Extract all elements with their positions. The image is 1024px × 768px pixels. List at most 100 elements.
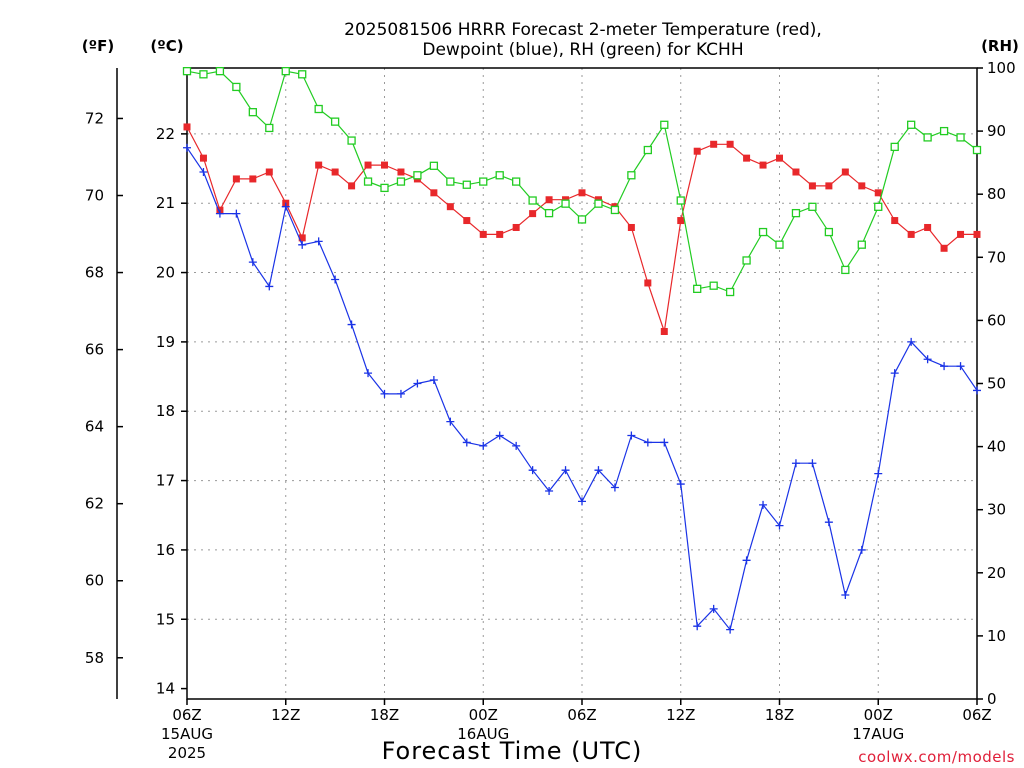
rh-tick-label: 60 <box>987 311 1006 329</box>
chart-title-line-2: Dewpoint (blue), RH (green) for KCHH <box>422 40 743 60</box>
date-label: 17AUG <box>852 725 904 743</box>
rh-point <box>232 82 241 92</box>
rh-point <box>676 196 685 205</box>
dewpoint-point <box>940 362 949 371</box>
temperature-point <box>874 189 882 197</box>
rh-tick-label: 50 <box>987 375 1006 393</box>
temperature-point <box>660 327 668 335</box>
x-tick-label: 06Z <box>567 706 596 724</box>
fahrenheit-tick-label: 58 <box>85 649 104 667</box>
dewpoint-point <box>396 389 405 398</box>
rh-tick-label: 80 <box>987 185 1006 203</box>
dewpoint-point <box>973 386 981 395</box>
celsius-tick-label: 16 <box>156 541 175 559</box>
grid-lines <box>187 68 977 699</box>
dewpoint-point <box>265 282 274 291</box>
temperature-point <box>726 140 734 148</box>
date-label: 16AUG <box>457 725 509 743</box>
rh-point <box>215 67 225 76</box>
temperature-point <box>315 161 323 169</box>
rh-point <box>512 177 521 186</box>
temperature-point <box>776 154 783 162</box>
dewpoint-point <box>512 441 521 450</box>
rh-point <box>709 281 718 290</box>
x-tick-label: 00Z <box>469 706 498 724</box>
dewpoint-point <box>660 438 669 447</box>
dewpoint-point <box>347 320 356 329</box>
temperature-point <box>298 234 306 242</box>
celsius-tick-label: 20 <box>156 264 175 282</box>
temperature-point <box>973 230 981 238</box>
x-tick-label: 18Z <box>765 706 794 724</box>
temperature-point <box>858 182 866 190</box>
temperature-point <box>331 168 339 176</box>
rh-tick-label: 0 <box>987 690 997 708</box>
rh-tick-label: 10 <box>987 627 1006 645</box>
rh-point <box>561 199 570 208</box>
rh-point <box>923 133 932 142</box>
x-tick-label: 18Z <box>370 706 399 724</box>
rh-point <box>841 265 850 275</box>
x-tick-label: 00Z <box>864 706 893 724</box>
temperature-point <box>232 175 240 183</box>
celsius-tick-label: 19 <box>156 333 175 351</box>
rh-point <box>281 67 290 76</box>
axes <box>116 67 978 700</box>
dewpoint-point <box>380 389 389 398</box>
dewpoint-point <box>923 355 932 364</box>
dewpoint-point <box>446 417 455 426</box>
year-label: 2025 <box>168 744 206 762</box>
dewpoint-point <box>232 209 241 218</box>
rh-point <box>956 133 965 142</box>
dewpoint-point <box>462 438 471 447</box>
fahrenheit-tick-label: 70 <box>85 187 104 205</box>
temperature-point <box>693 147 701 155</box>
dewpoint-point <box>824 518 833 527</box>
tick-labels: 06Z 12Z 18Z 00Z 06Z 12Z 18Z 00Z 06Z15AUG202516AU… <box>85 59 1016 762</box>
x-tick-label: 12Z <box>271 706 300 724</box>
series <box>182 67 982 634</box>
dewpoint-point <box>627 431 636 440</box>
fahrenheit-tick-label: 64 <box>85 418 104 436</box>
rh-point <box>429 161 439 170</box>
fahrenheit-unit-label: (ºF) <box>82 37 114 55</box>
rh-point <box>890 142 899 152</box>
celsius-unit-label: (ºC) <box>150 37 183 55</box>
temperature-point <box>545 196 553 204</box>
temperature-point <box>496 230 504 238</box>
temperature-point <box>940 244 948 252</box>
dewpoint-point <box>907 337 916 346</box>
dewpoint-point <box>331 275 340 284</box>
temperature-point <box>249 175 257 183</box>
rh-tick-label: 90 <box>987 122 1006 140</box>
dewpoint-point <box>791 459 800 468</box>
dewpoint-point <box>594 466 603 475</box>
rh-point <box>610 205 620 215</box>
rh-point <box>725 287 735 297</box>
rh-series <box>182 67 982 297</box>
dewpoint-point <box>610 483 619 492</box>
rh-point <box>643 145 652 155</box>
temperature-point <box>265 168 273 176</box>
temperature-point <box>397 168 405 176</box>
dewpoint-point <box>413 379 422 388</box>
temperature-point <box>364 161 372 169</box>
chart-title-line-1: 2025081506 HRRR Forecast 2-meter Tempera… <box>344 20 822 40</box>
dewpoint-point <box>857 545 866 554</box>
rh-point <box>577 215 587 224</box>
temperature-point <box>957 230 965 238</box>
celsius-tick-label: 14 <box>156 680 175 698</box>
dewpoint-point <box>693 622 702 631</box>
temperature-point <box>446 203 454 211</box>
rh-point <box>314 104 323 114</box>
credit-text: coolwx.com/models <box>858 748 1015 766</box>
temperature-point <box>792 168 800 176</box>
rh-point <box>544 208 554 218</box>
rh-point <box>824 227 834 237</box>
celsius-tick-label: 21 <box>156 194 175 212</box>
dewpoint-point <box>956 362 965 371</box>
dewpoint-point <box>841 590 850 599</box>
rh-point <box>380 183 389 193</box>
